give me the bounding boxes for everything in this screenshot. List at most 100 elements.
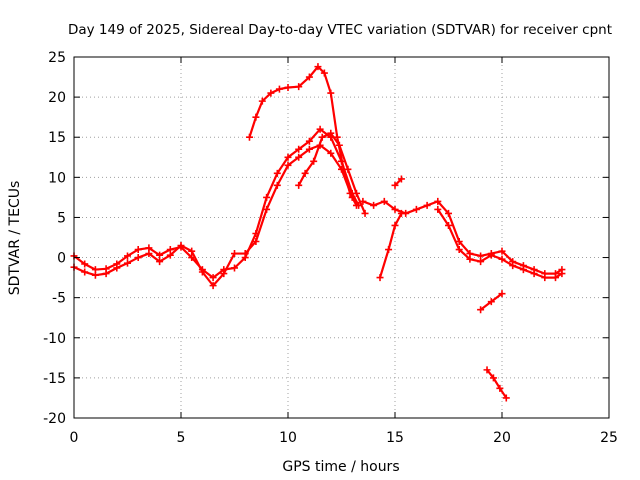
- y-tick-label: 20: [48, 90, 66, 106]
- data-point: [487, 251, 495, 259]
- data-point: [498, 255, 506, 263]
- data-point: [134, 246, 142, 254]
- data-point: [156, 251, 164, 259]
- series-track-4: [295, 129, 369, 217]
- data-point: [145, 250, 153, 258]
- y-axis-label: SDTVAR / TECUs: [7, 181, 23, 296]
- series-track-9: [477, 290, 506, 314]
- series-line: [248, 65, 358, 207]
- data-point: [483, 366, 491, 374]
- data-point: [498, 290, 506, 298]
- data-point: [346, 189, 354, 197]
- data-point: [423, 201, 431, 209]
- data-point: [273, 169, 281, 177]
- y-tick-label: 25: [48, 50, 66, 66]
- data-point: [445, 209, 452, 217]
- x-tick-label: 20: [493, 430, 511, 446]
- y-tick-label: 5: [57, 210, 66, 226]
- data-point: [252, 238, 260, 246]
- data-series: [70, 63, 566, 402]
- data-point: [113, 264, 121, 272]
- x-tick-label: 25: [600, 430, 618, 446]
- data-point: [231, 264, 238, 272]
- series-track-8: [391, 175, 405, 189]
- grid-lines: [74, 57, 609, 418]
- data-point: [558, 270, 566, 278]
- data-point: [81, 268, 89, 276]
- data-point: [305, 73, 313, 81]
- data-point: [391, 205, 399, 213]
- x-tick-label: 0: [70, 430, 79, 446]
- data-point: [352, 201, 360, 209]
- data-point: [391, 221, 399, 229]
- data-point: [455, 246, 463, 254]
- data-point: [552, 274, 559, 282]
- data-point: [370, 201, 378, 209]
- data-point: [530, 270, 538, 278]
- data-point: [91, 271, 99, 279]
- data-point: [305, 145, 313, 153]
- data-point: [487, 298, 495, 306]
- data-point: [301, 169, 309, 177]
- data-point: [352, 189, 360, 197]
- data-point: [295, 83, 303, 91]
- data-point: [489, 374, 497, 382]
- x-axis-label: GPS time / hours: [282, 459, 399, 475]
- data-point: [519, 266, 527, 274]
- data-point: [310, 157, 318, 165]
- series-track-6: [434, 205, 566, 282]
- data-point: [177, 242, 185, 250]
- data-point: [412, 205, 420, 213]
- plot-frame: [73, 56, 610, 419]
- data-point: [359, 197, 367, 205]
- data-point: [263, 193, 271, 201]
- data-point: [327, 129, 335, 137]
- data-point: [498, 247, 506, 255]
- data-point: [134, 254, 142, 262]
- data-point: [445, 221, 452, 229]
- data-point: [397, 209, 405, 217]
- data-point: [263, 205, 271, 213]
- data-point: [327, 149, 335, 157]
- data-point: [380, 197, 388, 205]
- y-tick-label: -20: [43, 411, 66, 427]
- data-point: [344, 165, 352, 173]
- chart-title: Day 149 of 2025, Sidereal Day-to-day VTE…: [68, 22, 612, 38]
- series-track-10: [483, 366, 510, 402]
- series-line: [485, 368, 508, 400]
- data-point: [209, 274, 217, 282]
- series-track-2: [70, 141, 356, 290]
- data-point: [316, 125, 324, 133]
- data-point: [496, 384, 504, 392]
- data-point: [335, 141, 343, 149]
- data-point: [305, 137, 313, 145]
- data-point: [376, 274, 384, 282]
- y-tick-label: -5: [52, 291, 66, 307]
- data-point: [320, 69, 328, 77]
- data-point: [156, 258, 164, 266]
- data-point: [273, 181, 281, 189]
- x-tick-label: 15: [386, 430, 404, 446]
- data-point: [477, 258, 485, 266]
- series-track-1: [70, 125, 363, 282]
- y-tick-label: -15: [43, 371, 66, 387]
- x-tick-label: 5: [177, 430, 186, 446]
- data-point: [284, 83, 292, 91]
- data-point: [385, 246, 393, 254]
- data-point: [318, 133, 326, 141]
- data-point: [284, 161, 292, 169]
- data-point: [477, 306, 485, 314]
- data-point: [245, 133, 253, 141]
- data-point: [81, 260, 89, 268]
- data-point: [198, 268, 206, 276]
- data-point: [295, 145, 303, 153]
- series-track-5: [359, 197, 566, 278]
- series-line: [436, 208, 564, 279]
- x-tick-label: 10: [279, 430, 297, 446]
- data-point: [188, 247, 196, 255]
- data-point: [220, 270, 228, 278]
- data-point: [541, 274, 549, 282]
- data-point: [252, 113, 260, 121]
- y-tick-label: -10: [43, 331, 66, 347]
